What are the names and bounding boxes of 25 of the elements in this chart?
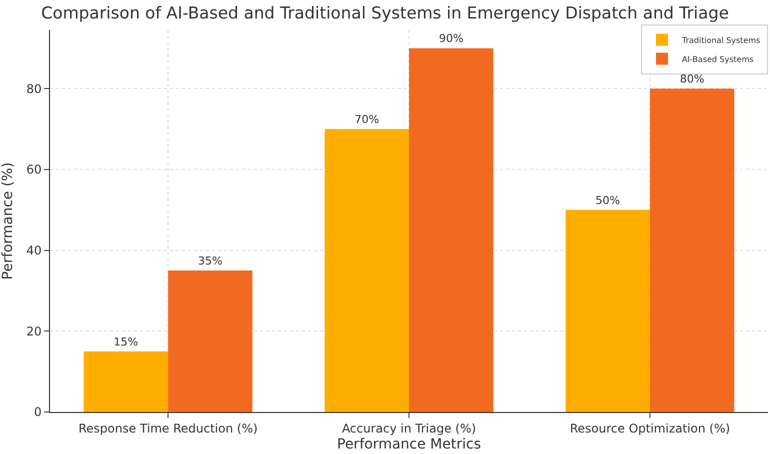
- data-label: 50%: [596, 194, 620, 207]
- x-tick-label: Accuracy in Triage (%): [342, 421, 476, 436]
- x-tick-label: Resource Optimization (%): [570, 421, 730, 436]
- data-label: 70%: [354, 113, 380, 126]
- legend-label: AI-Based Systems: [682, 54, 754, 64]
- legend-label: Traditional Systems: [681, 36, 760, 45]
- data-label: 90%: [438, 32, 464, 46]
- data-label: 35%: [198, 254, 222, 268]
- x-axis-title: Performance Metrics: [337, 436, 481, 453]
- bar: [168, 270, 252, 412]
- x-tick-label: Response Time Reduction (%): [78, 421, 258, 436]
- y-tick-label: 0: [34, 405, 42, 420]
- bar: [650, 88, 734, 412]
- y-axis-title: Performance (%): [0, 162, 16, 280]
- y-tick-label: 20: [26, 324, 42, 338]
- bar: [324, 129, 409, 412]
- y-tick-label: 40: [26, 244, 42, 258]
- chart-title: Comparison of AI-Based and Traditional Systems in Emergency Dispatch and Triage: [41, 3, 729, 22]
- y-tick-label: 80: [26, 82, 42, 96]
- bar: [84, 351, 168, 412]
- data-label: 15%: [114, 335, 138, 348]
- bar: [566, 210, 650, 412]
- bar: [409, 48, 494, 412]
- y-tick-label: 60: [26, 162, 42, 177]
- data-label: 80%: [680, 72, 704, 86]
